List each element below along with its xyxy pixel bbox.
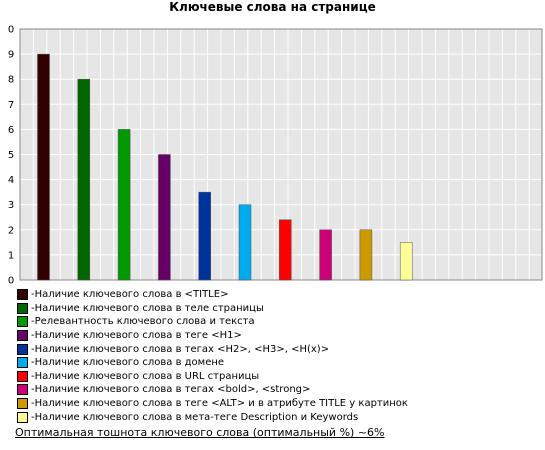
legend-item: - Наличие ключевого слова в мета-теге Des… [17, 410, 408, 424]
chart-title: Ключевые слова на странице [169, 0, 376, 14]
legend-label: Наличие ключевого слова в тегах <bold>, … [34, 384, 311, 396]
legend-item: - Наличие ключевого слова в домене [17, 356, 408, 370]
bar [319, 229, 332, 281]
y-tick-label: 7 [8, 100, 14, 111]
legend-label: Наличие ключевого слова в теге <H1> [34, 330, 242, 342]
legend-label: Наличие ключевого слова в <TITLE> [34, 289, 229, 301]
legend-label: Наличие ключевого слова в мета-теге Desc… [34, 411, 359, 423]
legend-swatch [17, 330, 28, 342]
legend-item: - Наличие ключевого слова в тегах <bold>,… [17, 383, 408, 397]
bar [238, 204, 252, 281]
y-tick-label: 0 [8, 276, 14, 287]
legend-dash: - [31, 289, 35, 301]
legend-swatch [17, 384, 28, 396]
bar [77, 78, 91, 281]
chart-legend: - Наличие ключевого слова в <TITLE> - Налич… [17, 288, 408, 424]
legend-item: - Наличие ключевого слова в <TITLE> [17, 288, 408, 302]
legend-swatch [17, 302, 28, 314]
legend-dash: - [31, 343, 35, 355]
legend-item: - Наличие ключевого слова в тегах <H2>, <… [17, 342, 408, 356]
legend-swatch [17, 343, 28, 355]
legend-dash: - [31, 357, 35, 369]
legend-swatch [17, 411, 28, 423]
bar-chart: 0 1 2 3 4 5 6 7 8 9 0 [8, 25, 543, 287]
optimal-density-link[interactable]: Оптимальная тошнота ключевого слова (опт… [15, 426, 385, 439]
legend-item: - Наличие ключевого слова в теле страницы [17, 302, 408, 316]
legend-label: Наличие ключевого слова в тегах <H2>, <H… [34, 343, 330, 355]
legend-swatch [17, 316, 28, 328]
legend-swatch [17, 289, 28, 301]
legend-item: - Релевантность ключевого слова и текста [17, 315, 408, 329]
legend-dash: - [31, 330, 35, 342]
y-tick-label: 2 [8, 225, 14, 236]
y-tick-label: 8 [8, 75, 14, 86]
bar [359, 229, 373, 281]
y-tick-label: 4 [8, 175, 14, 186]
legend-dash: - [31, 398, 35, 410]
legend-dash: - [31, 384, 35, 396]
legend-swatch [17, 398, 28, 410]
y-tick-label: 9 [8, 50, 14, 61]
y-tick-label: 6 [8, 125, 14, 136]
legend-label: Релевантность ключевого слова и текста [34, 316, 255, 328]
legend-label: Наличие ключевого слова в домене [34, 357, 225, 369]
bar [399, 242, 413, 281]
y-tick-label: 3 [8, 200, 14, 211]
legend-item: - Наличие ключевого слова в URL страницы [17, 370, 408, 384]
legend-swatch [17, 357, 28, 369]
legend-dash: - [31, 411, 35, 423]
bar [158, 154, 171, 281]
bar [37, 53, 50, 281]
legend-dash: - [31, 302, 35, 314]
bar [117, 129, 131, 281]
legend-label: Наличие ключевого слова в теле страницы [34, 302, 264, 314]
legend-item: - Наличие ключевого слова в теге <ALT> и … [17, 397, 408, 411]
y-tick-label: 0 [8, 25, 14, 36]
legend-dash: - [31, 316, 35, 328]
y-tick-label: 1 [8, 250, 14, 261]
legend-label: Наличие ключевого слова в URL страницы [34, 370, 260, 382]
legend-item: - Наличие ключевого слова в теге <H1> [17, 329, 408, 343]
legend-label: Наличие ключевого слова в теге <ALT> и в… [34, 398, 408, 410]
legend-dash: - [31, 370, 35, 382]
bar [198, 191, 211, 281]
bar [279, 219, 292, 281]
legend-swatch [17, 370, 28, 382]
y-tick-label: 5 [8, 150, 14, 161]
